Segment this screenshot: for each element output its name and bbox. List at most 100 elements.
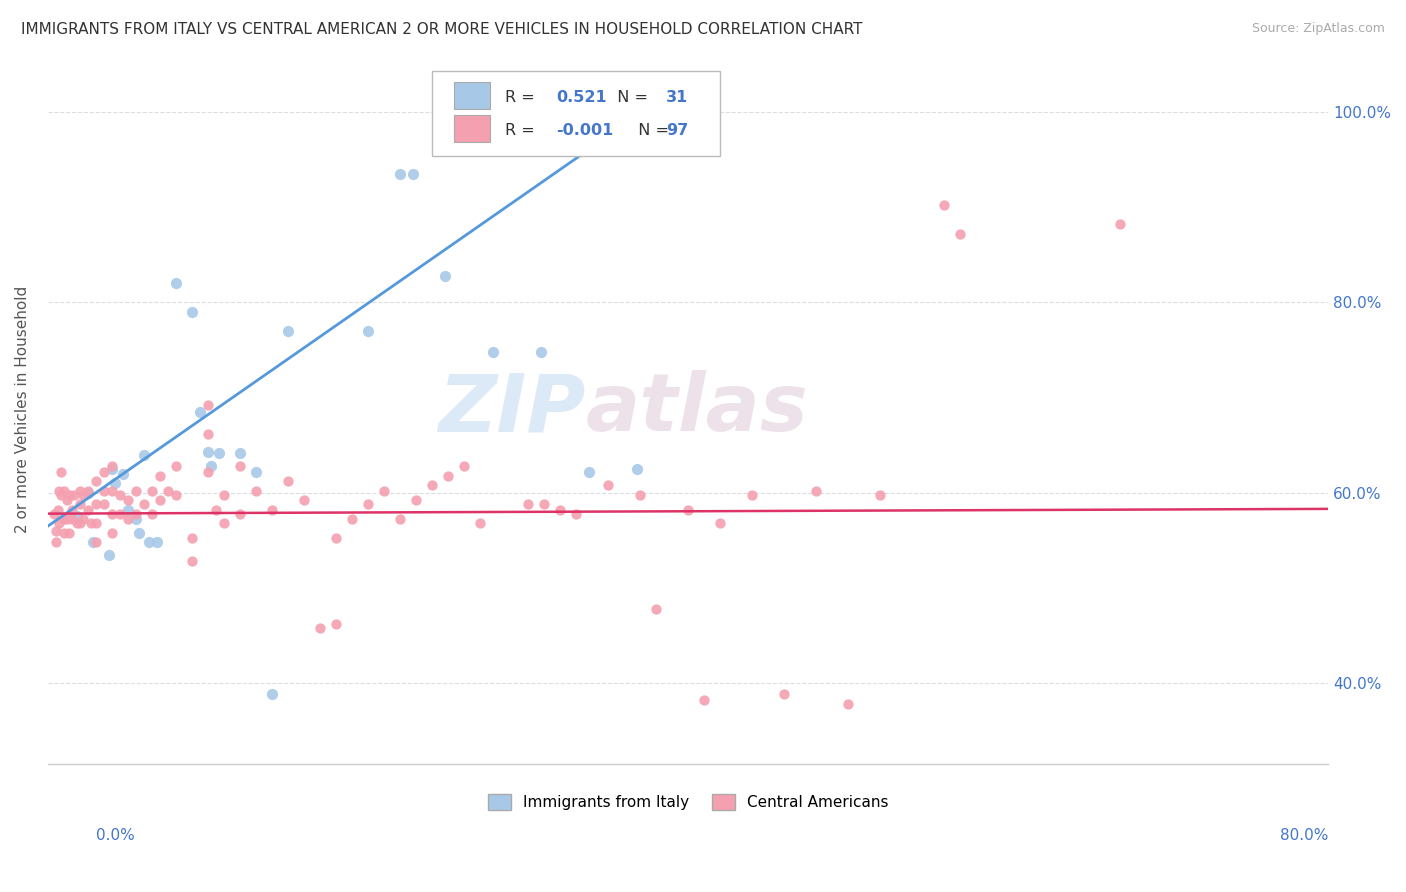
Point xyxy=(578,465,600,479)
Point xyxy=(165,488,187,502)
Point xyxy=(212,516,235,530)
FancyBboxPatch shape xyxy=(432,71,720,156)
Point xyxy=(77,485,100,500)
Point xyxy=(125,507,148,521)
Point xyxy=(157,483,180,498)
Point xyxy=(66,516,89,530)
Point xyxy=(141,507,163,521)
FancyBboxPatch shape xyxy=(454,115,489,142)
Point xyxy=(197,426,219,441)
Point xyxy=(53,483,76,498)
Point xyxy=(125,512,148,526)
Point xyxy=(60,512,83,526)
Text: IMMIGRANTS FROM ITALY VS CENTRAL AMERICAN 2 OR MORE VEHICLES IN HOUSEHOLD CORREL: IMMIGRANTS FROM ITALY VS CENTRAL AMERICA… xyxy=(21,22,863,37)
Point xyxy=(205,503,228,517)
Point xyxy=(402,167,425,181)
Point xyxy=(108,488,131,502)
Point xyxy=(437,468,460,483)
Point xyxy=(262,503,284,517)
Point xyxy=(932,198,955,212)
Text: R =: R = xyxy=(505,90,540,105)
Point xyxy=(197,445,219,459)
Point xyxy=(309,621,332,635)
Point xyxy=(1109,218,1132,232)
Point xyxy=(84,497,107,511)
Point xyxy=(97,548,120,562)
Point xyxy=(533,497,555,511)
Point xyxy=(405,493,427,508)
Point xyxy=(181,532,204,546)
Point xyxy=(132,497,155,511)
Point xyxy=(229,507,252,521)
Point xyxy=(101,483,124,498)
Point xyxy=(208,446,231,460)
Point xyxy=(482,345,505,359)
Point xyxy=(626,462,648,476)
Point xyxy=(181,305,204,319)
Point xyxy=(188,405,211,419)
FancyBboxPatch shape xyxy=(454,82,489,109)
Point xyxy=(93,483,115,498)
Point xyxy=(84,535,107,549)
Point xyxy=(468,516,491,530)
Text: 97: 97 xyxy=(666,123,689,137)
Point xyxy=(709,516,731,530)
Point xyxy=(58,525,80,540)
Point xyxy=(101,525,124,540)
Point xyxy=(146,535,169,549)
Point xyxy=(101,507,124,521)
Text: Source: ZipAtlas.com: Source: ZipAtlas.com xyxy=(1251,22,1385,36)
Point xyxy=(433,268,456,283)
Point xyxy=(869,488,891,502)
Text: ZIP: ZIP xyxy=(439,370,586,449)
Text: 80.0%: 80.0% xyxy=(1281,829,1329,843)
Point xyxy=(229,446,252,460)
Point xyxy=(389,167,412,181)
Point xyxy=(693,693,716,707)
Point xyxy=(93,465,115,479)
Point xyxy=(277,475,299,489)
Point xyxy=(357,497,380,511)
Point xyxy=(84,516,107,530)
Point xyxy=(53,525,76,540)
Point xyxy=(149,493,172,508)
Text: 0.0%: 0.0% xyxy=(96,829,135,843)
Point xyxy=(565,507,588,521)
Point xyxy=(45,535,67,549)
Point xyxy=(128,525,150,540)
Point xyxy=(517,497,540,511)
Point xyxy=(60,503,83,517)
Point xyxy=(212,488,235,502)
Point xyxy=(373,483,395,498)
Point xyxy=(804,483,827,498)
Point xyxy=(56,512,79,526)
Point xyxy=(197,465,219,479)
Point xyxy=(949,227,972,241)
Point xyxy=(77,483,100,498)
Point xyxy=(453,459,475,474)
Point xyxy=(82,535,104,549)
Point xyxy=(46,503,69,517)
Point xyxy=(69,516,91,530)
Point xyxy=(93,497,115,511)
Point xyxy=(325,617,347,632)
Point xyxy=(117,503,139,517)
Point xyxy=(112,467,135,481)
Text: N =: N = xyxy=(607,90,654,105)
Point xyxy=(117,493,139,508)
Point xyxy=(773,687,796,701)
Point xyxy=(117,512,139,526)
Point xyxy=(56,493,79,508)
Text: 0.521: 0.521 xyxy=(557,90,607,105)
Point xyxy=(340,512,363,526)
Point xyxy=(165,277,187,291)
Point xyxy=(197,398,219,412)
Point xyxy=(49,488,72,502)
Point xyxy=(125,483,148,498)
Point xyxy=(548,503,571,517)
Point xyxy=(45,524,67,538)
Point xyxy=(262,687,284,701)
Point xyxy=(101,459,124,474)
Point xyxy=(84,475,107,489)
Point xyxy=(59,488,82,502)
